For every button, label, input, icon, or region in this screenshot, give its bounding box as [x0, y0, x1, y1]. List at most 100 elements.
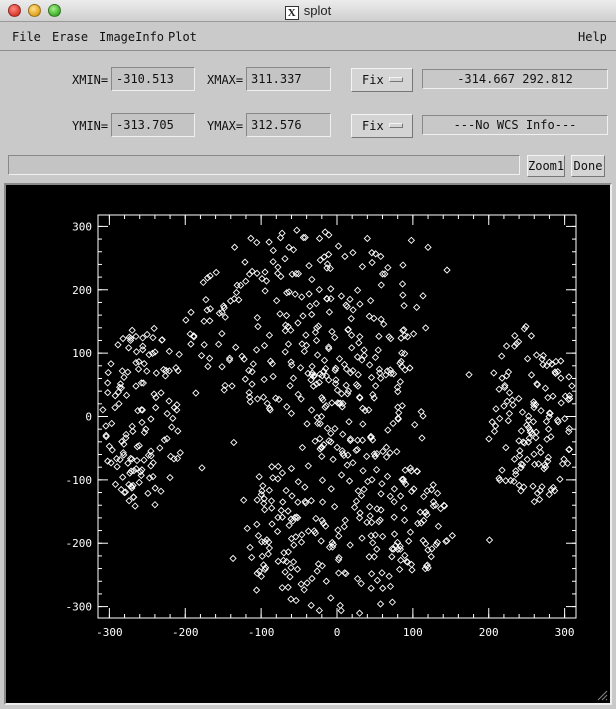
- done-button[interactable]: Done: [571, 155, 605, 177]
- ymin-input[interactable]: -313.705: [111, 113, 195, 137]
- data-point: [399, 326, 407, 335]
- data-point: [248, 367, 256, 376]
- data-point: [287, 464, 296, 473]
- data-point: [386, 449, 394, 457]
- data-point: [135, 478, 143, 487]
- data-point: [344, 451, 352, 459]
- data-point: [398, 280, 407, 288]
- menu-erase[interactable]: Erase: [52, 30, 89, 44]
- fix-y-dropdown[interactable]: Fix: [351, 114, 413, 138]
- data-point: [544, 453, 552, 461]
- data-point: [138, 406, 147, 414]
- data-point: [316, 256, 324, 264]
- data-point: [104, 368, 112, 377]
- data-point: [246, 398, 254, 406]
- resize-grip-icon[interactable]: [596, 689, 608, 701]
- data-point: [281, 255, 289, 263]
- data-point: [373, 449, 381, 458]
- data-point: [215, 340, 223, 348]
- data-point: [355, 339, 363, 347]
- data-point: [261, 268, 269, 276]
- data-point: [346, 435, 355, 443]
- data-point: [327, 295, 335, 303]
- data-point: [323, 264, 331, 272]
- data-point: [311, 529, 320, 537]
- data-point: [287, 409, 296, 418]
- data-point: [200, 341, 208, 349]
- data-point: [490, 427, 499, 435]
- data-point: [360, 485, 368, 494]
- data-point: [281, 327, 289, 335]
- status-field[interactable]: [8, 155, 520, 175]
- data-point: [245, 366, 253, 375]
- data-point: [131, 502, 139, 510]
- data-point: [260, 499, 268, 508]
- data-point: [369, 539, 377, 547]
- data-point: [551, 369, 560, 378]
- data-point: [488, 418, 496, 426]
- data-point: [259, 482, 267, 490]
- zoom-window-button[interactable]: [48, 4, 61, 17]
- menu-file[interactable]: File: [12, 30, 41, 44]
- x-tick-label: -200: [172, 626, 199, 639]
- data-point: [290, 541, 298, 549]
- menu-imageinfo[interactable]: ImageInfo: [99, 30, 165, 44]
- xmax-input[interactable]: 311.337: [246, 67, 331, 91]
- data-point: [332, 364, 340, 372]
- data-point: [327, 285, 335, 293]
- ymax-input[interactable]: 312.576: [246, 113, 331, 137]
- data-point: [337, 292, 346, 300]
- data-point: [547, 485, 555, 494]
- data-point: [102, 432, 110, 441]
- data-point: [337, 390, 346, 398]
- data-point: [502, 477, 510, 485]
- data-point: [396, 378, 404, 386]
- menu-plot[interactable]: Plot: [168, 30, 197, 44]
- data-point: [542, 417, 551, 426]
- xmin-input[interactable]: -310.513: [111, 67, 195, 91]
- data-point: [238, 352, 246, 360]
- data-point: [152, 403, 160, 412]
- data-point: [523, 355, 532, 363]
- data-point: [325, 250, 333, 259]
- data-point: [289, 374, 298, 382]
- data-point: [549, 483, 557, 492]
- data-point: [272, 296, 281, 305]
- xmin-value: -310.513: [116, 72, 174, 86]
- data-point: [390, 530, 399, 538]
- close-window-button[interactable]: [8, 4, 21, 17]
- plot-area[interactable]: -300 -200 -100 0 100 200 300 -300 -200 -100 0 100 20…: [4, 183, 612, 705]
- data-point: [267, 497, 276, 505]
- scatter-plot[interactable]: -300 -200 -100 0 100 200 300 -300 -200 -100 0 100 20…: [6, 185, 610, 703]
- data-point: [299, 233, 308, 242]
- fix-x-dropdown[interactable]: Fix: [351, 68, 413, 92]
- data-point: [502, 443, 510, 452]
- data-point: [325, 308, 334, 316]
- data-point: [268, 463, 276, 471]
- data-point: [485, 536, 494, 544]
- data-point: [248, 553, 256, 562]
- minimize-window-button[interactable]: [28, 4, 41, 17]
- data-point: [134, 365, 143, 373]
- data-point: [354, 487, 362, 495]
- data-point: [498, 352, 506, 360]
- data-point: [215, 309, 224, 317]
- y-tick-label: 200: [72, 284, 92, 297]
- data-point: [170, 455, 178, 463]
- data-point: [323, 260, 332, 268]
- data-point: [440, 502, 449, 510]
- data-point: [339, 430, 347, 438]
- data-point: [228, 382, 236, 390]
- data-point: [218, 363, 226, 371]
- data-point: [511, 332, 519, 340]
- data-point: [313, 567, 321, 575]
- data-point: [308, 362, 316, 371]
- data-point: [172, 364, 180, 372]
- data-point: [360, 351, 368, 360]
- data-point: [241, 258, 249, 266]
- data-point: [127, 482, 136, 490]
- data-point: [137, 406, 146, 414]
- data-point: [543, 435, 551, 443]
- zoom1-button[interactable]: Zoom1: [527, 155, 565, 177]
- menu-help[interactable]: Help: [578, 30, 607, 44]
